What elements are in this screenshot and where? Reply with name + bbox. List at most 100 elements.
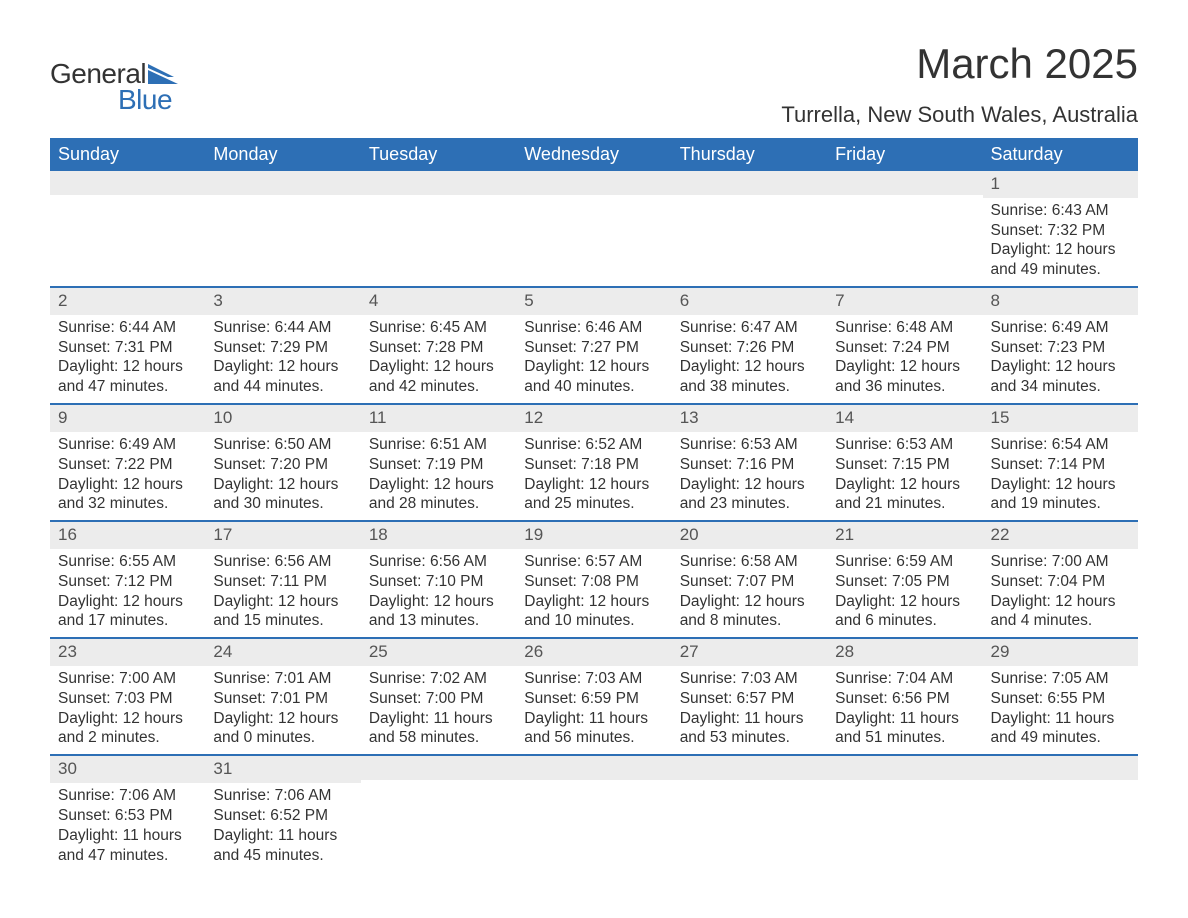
calendar-cell: 13Sunrise: 6:53 AMSunset: 7:16 PMDayligh… xyxy=(672,404,827,521)
logo: General Blue xyxy=(50,58,178,116)
day-number xyxy=(205,171,360,195)
calendar-week-row: 2Sunrise: 6:44 AMSunset: 7:31 PMDaylight… xyxy=(50,287,1138,404)
day-number xyxy=(516,756,671,780)
daylight-text: Daylight: 12 hours and 17 minutes. xyxy=(58,592,197,632)
day-header: Tuesday xyxy=(361,138,516,171)
daylight-text: Daylight: 12 hours and 23 minutes. xyxy=(680,475,819,515)
location-text: Turrella, New South Wales, Australia xyxy=(781,102,1138,128)
day-body: Sunrise: 7:06 AMSunset: 6:53 PMDaylight:… xyxy=(50,783,205,871)
calendar-cell xyxy=(361,171,516,287)
daylight-text: Daylight: 12 hours and 30 minutes. xyxy=(213,475,352,515)
sunset-text: Sunset: 7:04 PM xyxy=(991,572,1130,592)
sunrise-text: Sunrise: 7:00 AM xyxy=(58,669,197,689)
sunrise-text: Sunrise: 6:52 AM xyxy=(524,435,663,455)
day-number xyxy=(827,756,982,780)
sunrise-text: Sunrise: 6:55 AM xyxy=(58,552,197,572)
calendar-cell: 24Sunrise: 7:01 AMSunset: 7:01 PMDayligh… xyxy=(205,638,360,755)
day-number: 22 xyxy=(983,522,1138,549)
daylight-text: Daylight: 12 hours and 49 minutes. xyxy=(991,240,1130,280)
day-body: Sunrise: 6:44 AMSunset: 7:29 PMDaylight:… xyxy=(205,315,360,403)
day-body: Sunrise: 6:49 AMSunset: 7:22 PMDaylight:… xyxy=(50,432,205,520)
day-number: 25 xyxy=(361,639,516,666)
day-number xyxy=(516,171,671,195)
daylight-text: Daylight: 12 hours and 21 minutes. xyxy=(835,475,974,515)
day-number: 29 xyxy=(983,639,1138,666)
sunset-text: Sunset: 6:59 PM xyxy=(524,689,663,709)
day-body: Sunrise: 6:49 AMSunset: 7:23 PMDaylight:… xyxy=(983,315,1138,403)
day-header: Thursday xyxy=(672,138,827,171)
daylight-text: Daylight: 12 hours and 0 minutes. xyxy=(213,709,352,749)
day-number: 15 xyxy=(983,405,1138,432)
day-number xyxy=(361,756,516,780)
sunrise-text: Sunrise: 7:02 AM xyxy=(369,669,508,689)
daylight-text: Daylight: 12 hours and 6 minutes. xyxy=(835,592,974,632)
day-number: 26 xyxy=(516,639,671,666)
day-body: Sunrise: 6:45 AMSunset: 7:28 PMDaylight:… xyxy=(361,315,516,403)
daylight-text: Daylight: 11 hours and 47 minutes. xyxy=(58,826,197,866)
calendar-cell xyxy=(827,171,982,287)
sunrise-text: Sunrise: 6:45 AM xyxy=(369,318,508,338)
day-body: Sunrise: 7:04 AMSunset: 6:56 PMDaylight:… xyxy=(827,666,982,754)
sunset-text: Sunset: 7:28 PM xyxy=(369,338,508,358)
day-body: Sunrise: 7:05 AMSunset: 6:55 PMDaylight:… xyxy=(983,666,1138,754)
day-body: Sunrise: 7:03 AMSunset: 6:59 PMDaylight:… xyxy=(516,666,671,754)
calendar-cell: 27Sunrise: 7:03 AMSunset: 6:57 PMDayligh… xyxy=(672,638,827,755)
header: General Blue March 2025 Turrella, New So… xyxy=(50,40,1138,128)
daylight-text: Daylight: 12 hours and 44 minutes. xyxy=(213,357,352,397)
sunrise-text: Sunrise: 7:04 AM xyxy=(835,669,974,689)
sunrise-text: Sunrise: 6:56 AM xyxy=(213,552,352,572)
day-number: 3 xyxy=(205,288,360,315)
sunrise-text: Sunrise: 7:01 AM xyxy=(213,669,352,689)
sunrise-text: Sunrise: 6:50 AM xyxy=(213,435,352,455)
day-body: Sunrise: 6:52 AMSunset: 7:18 PMDaylight:… xyxy=(516,432,671,520)
daylight-text: Daylight: 11 hours and 45 minutes. xyxy=(213,826,352,866)
sunset-text: Sunset: 7:27 PM xyxy=(524,338,663,358)
calendar-cell: 26Sunrise: 7:03 AMSunset: 6:59 PMDayligh… xyxy=(516,638,671,755)
day-number: 2 xyxy=(50,288,205,315)
day-body: Sunrise: 6:47 AMSunset: 7:26 PMDaylight:… xyxy=(672,315,827,403)
day-body: Sunrise: 7:02 AMSunset: 7:00 PMDaylight:… xyxy=(361,666,516,754)
calendar-cell: 6Sunrise: 6:47 AMSunset: 7:26 PMDaylight… xyxy=(672,287,827,404)
calendar-cell: 23Sunrise: 7:00 AMSunset: 7:03 PMDayligh… xyxy=(50,638,205,755)
calendar-cell xyxy=(516,171,671,287)
day-body: Sunrise: 7:06 AMSunset: 6:52 PMDaylight:… xyxy=(205,783,360,871)
sunrise-text: Sunrise: 6:57 AM xyxy=(524,552,663,572)
sunrise-text: Sunrise: 6:47 AM xyxy=(680,318,819,338)
calendar-header-row: Sunday Monday Tuesday Wednesday Thursday… xyxy=(50,138,1138,171)
daylight-text: Daylight: 12 hours and 40 minutes. xyxy=(524,357,663,397)
sunset-text: Sunset: 7:11 PM xyxy=(213,572,352,592)
sunset-text: Sunset: 6:56 PM xyxy=(835,689,974,709)
daylight-text: Daylight: 12 hours and 28 minutes. xyxy=(369,475,508,515)
sunrise-text: Sunrise: 6:59 AM xyxy=(835,552,974,572)
day-number: 14 xyxy=(827,405,982,432)
calendar-cell: 12Sunrise: 6:52 AMSunset: 7:18 PMDayligh… xyxy=(516,404,671,521)
day-number: 1 xyxy=(983,171,1138,198)
daylight-text: Daylight: 12 hours and 47 minutes. xyxy=(58,357,197,397)
day-body: Sunrise: 6:46 AMSunset: 7:27 PMDaylight:… xyxy=(516,315,671,403)
sunrise-text: Sunrise: 6:46 AM xyxy=(524,318,663,338)
sunrise-text: Sunrise: 6:49 AM xyxy=(58,435,197,455)
calendar-cell: 5Sunrise: 6:46 AMSunset: 7:27 PMDaylight… xyxy=(516,287,671,404)
sunset-text: Sunset: 6:55 PM xyxy=(991,689,1130,709)
daylight-text: Daylight: 12 hours and 32 minutes. xyxy=(58,475,197,515)
sunset-text: Sunset: 7:00 PM xyxy=(369,689,508,709)
day-number: 28 xyxy=(827,639,982,666)
sunset-text: Sunset: 7:20 PM xyxy=(213,455,352,475)
day-number xyxy=(983,756,1138,780)
calendar-cell: 14Sunrise: 6:53 AMSunset: 7:15 PMDayligh… xyxy=(827,404,982,521)
day-number xyxy=(672,756,827,780)
day-number: 6 xyxy=(672,288,827,315)
sunrise-text: Sunrise: 6:56 AM xyxy=(369,552,508,572)
sunrise-text: Sunrise: 6:43 AM xyxy=(991,201,1130,221)
calendar-cell: 16Sunrise: 6:55 AMSunset: 7:12 PMDayligh… xyxy=(50,521,205,638)
calendar-cell: 25Sunrise: 7:02 AMSunset: 7:00 PMDayligh… xyxy=(361,638,516,755)
day-header: Friday xyxy=(827,138,982,171)
day-body: Sunrise: 7:01 AMSunset: 7:01 PMDaylight:… xyxy=(205,666,360,754)
day-number: 30 xyxy=(50,756,205,783)
sunrise-text: Sunrise: 7:06 AM xyxy=(213,786,352,806)
calendar-cell: 29Sunrise: 7:05 AMSunset: 6:55 PMDayligh… xyxy=(983,638,1138,755)
day-body: Sunrise: 6:44 AMSunset: 7:31 PMDaylight:… xyxy=(50,315,205,403)
daylight-text: Daylight: 12 hours and 2 minutes. xyxy=(58,709,197,749)
sunset-text: Sunset: 7:07 PM xyxy=(680,572,819,592)
day-body: Sunrise: 6:53 AMSunset: 7:15 PMDaylight:… xyxy=(827,432,982,520)
